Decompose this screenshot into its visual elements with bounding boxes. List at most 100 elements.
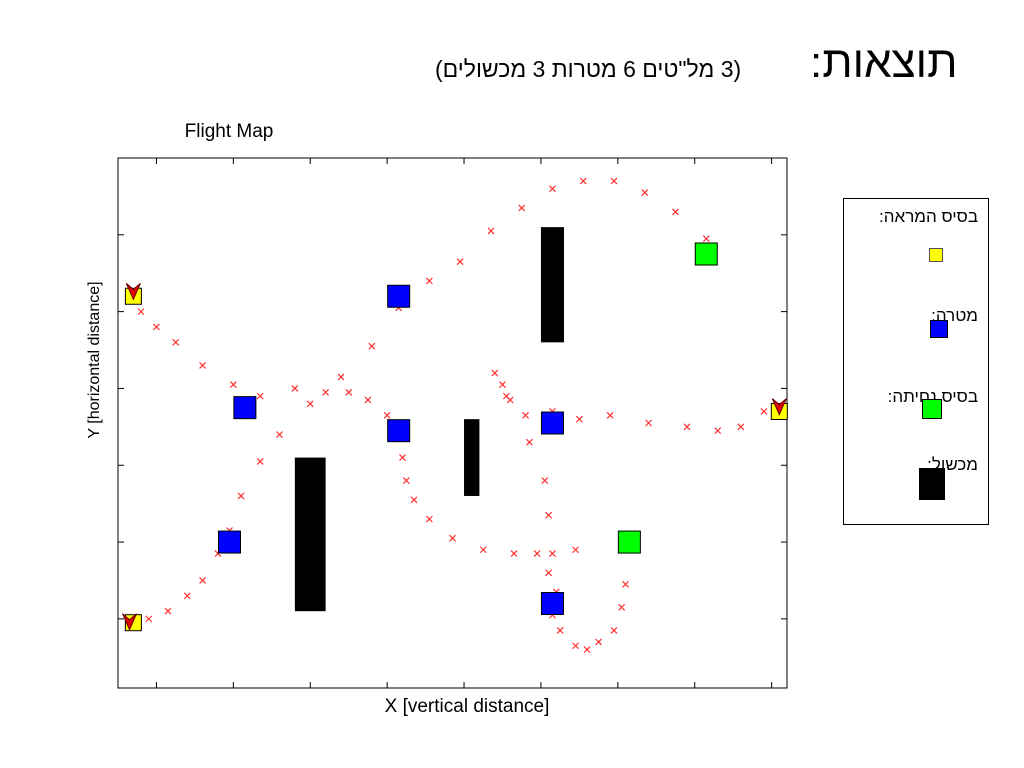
path-point bbox=[449, 534, 456, 542]
path-point bbox=[618, 603, 626, 611]
path-point bbox=[276, 431, 283, 438]
path-point bbox=[345, 388, 353, 396]
path-point bbox=[595, 638, 603, 646]
path-point-stroke bbox=[622, 580, 629, 588]
target-marker bbox=[540, 592, 564, 616]
path-point-stroke bbox=[499, 381, 506, 389]
path-point-stroke bbox=[737, 423, 745, 431]
legend-label-landing-base: בסיס נחיתה: bbox=[887, 387, 978, 406]
legend-label-obstacle: מכשול: bbox=[927, 455, 978, 474]
path-point bbox=[549, 550, 556, 558]
page-subtitle: (3 מל"טים 6 מטרות 3 מכשולים) bbox=[435, 56, 742, 82]
path-point bbox=[510, 550, 518, 558]
obstacle bbox=[464, 419, 480, 496]
path-point-stroke bbox=[487, 227, 495, 235]
path-point bbox=[456, 258, 464, 266]
path-point bbox=[714, 427, 722, 435]
target-marker bbox=[387, 284, 411, 308]
path-point bbox=[337, 373, 345, 381]
legend-label-target: מטרה: bbox=[931, 306, 978, 325]
path-point-stroke bbox=[383, 411, 391, 419]
path-point-stroke bbox=[575, 415, 583, 423]
path-point bbox=[137, 308, 145, 316]
path-point-stroke bbox=[449, 534, 456, 542]
uav-marker bbox=[122, 613, 137, 631]
path-point-stroke bbox=[322, 388, 330, 396]
target-marker bbox=[540, 411, 564, 435]
path-point bbox=[183, 592, 191, 600]
chart-title: Flight Map bbox=[185, 121, 274, 142]
path-point bbox=[610, 177, 618, 185]
path-point-stroke bbox=[410, 496, 418, 504]
path-point-stroke bbox=[479, 546, 487, 554]
path-point bbox=[364, 396, 372, 404]
path-point-stroke bbox=[306, 400, 314, 408]
path-point bbox=[645, 419, 653, 427]
path-point-stroke bbox=[145, 615, 153, 623]
obstacle bbox=[294, 457, 326, 612]
path-point-stroke bbox=[276, 431, 283, 438]
path-point-stroke bbox=[502, 392, 510, 400]
path-point-stroke bbox=[506, 396, 514, 404]
path-point-stroke bbox=[164, 607, 172, 615]
uav-marker bbox=[771, 398, 787, 416]
path-point bbox=[737, 423, 745, 431]
path-point-stroke bbox=[683, 423, 691, 431]
path-point bbox=[256, 392, 264, 400]
path-point bbox=[199, 577, 207, 584]
path-point bbox=[410, 496, 418, 504]
path-point-stroke bbox=[426, 515, 433, 523]
path-point bbox=[426, 277, 433, 285]
path-point-stroke bbox=[610, 177, 618, 185]
path-point-stroke bbox=[491, 369, 499, 377]
path-point bbox=[622, 580, 629, 588]
path-point bbox=[199, 361, 207, 369]
landing-base-marker bbox=[694, 242, 718, 266]
path-point-stroke bbox=[672, 208, 679, 216]
path-point-stroke bbox=[368, 342, 376, 350]
path-point bbox=[518, 204, 526, 212]
y-axis-label: Y [horizontal distance] bbox=[86, 281, 103, 438]
path-point bbox=[402, 477, 410, 485]
legend-swatch-obstacle bbox=[919, 468, 945, 500]
path-point bbox=[556, 626, 564, 634]
legend-swatch-landing-base bbox=[922, 399, 942, 419]
path-point bbox=[572, 642, 579, 650]
landing-base-marker bbox=[617, 530, 641, 554]
path-point-stroke bbox=[714, 427, 722, 435]
path-point-stroke bbox=[510, 550, 518, 558]
path-point bbox=[479, 546, 487, 554]
path-point bbox=[641, 189, 649, 196]
x-axis-label: X [vertical distance] bbox=[385, 696, 550, 717]
path-point-stroke bbox=[199, 361, 207, 369]
path-point bbox=[256, 457, 264, 465]
path-point-stroke bbox=[199, 577, 207, 584]
path-point bbox=[760, 408, 768, 415]
path-point bbox=[610, 626, 618, 634]
path-point-stroke bbox=[402, 477, 410, 485]
path-point bbox=[522, 411, 529, 419]
path-point-stroke bbox=[545, 569, 553, 577]
path-point-stroke bbox=[549, 185, 556, 193]
legend-swatch-launch-base bbox=[929, 248, 943, 262]
path-point bbox=[583, 646, 591, 654]
legend-label-launch-base: בסיס המראה: bbox=[879, 207, 978, 226]
path-point bbox=[502, 392, 510, 400]
path-point-stroke bbox=[256, 457, 264, 465]
path-point bbox=[368, 342, 376, 350]
path-point-stroke bbox=[399, 454, 406, 461]
obstacle-layer bbox=[294, 227, 564, 612]
path-point-stroke bbox=[256, 392, 264, 400]
path-point bbox=[541, 477, 549, 485]
path-point-stroke bbox=[426, 277, 433, 285]
plot-frame bbox=[117, 157, 788, 689]
path-point-stroke bbox=[522, 411, 529, 419]
path-point-stroke bbox=[533, 550, 541, 558]
path-point-stroke bbox=[525, 438, 533, 446]
path-point-stroke bbox=[610, 626, 618, 634]
path-point bbox=[683, 423, 691, 431]
path-point-stroke bbox=[137, 308, 145, 316]
path-point-stroke bbox=[556, 626, 564, 634]
page-title: תוצאות: bbox=[810, 38, 958, 87]
